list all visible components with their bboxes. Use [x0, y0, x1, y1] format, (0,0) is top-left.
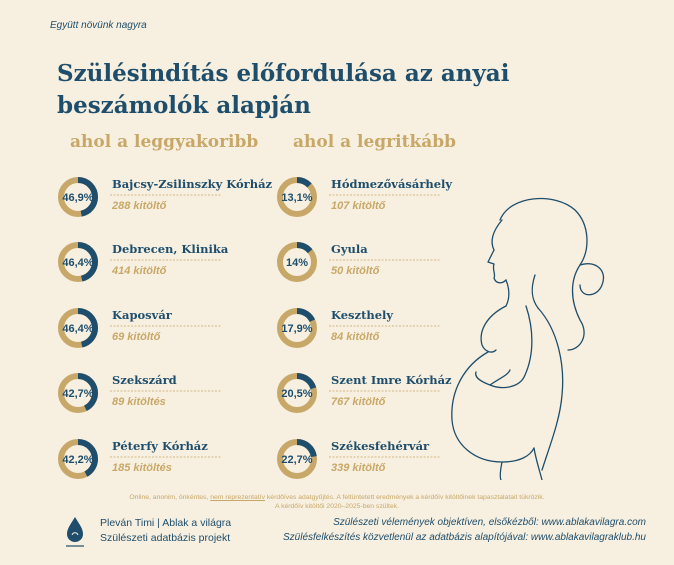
hospital-name: Keszthely [331, 308, 393, 322]
respondent-count: 107 kitöltő [331, 200, 386, 212]
donut-slice [58, 373, 98, 413]
column-heading-most-common: ahol a leggyakoribb [70, 132, 259, 152]
donut-percent-label: 14% [286, 257, 308, 269]
column-heading-least-common: ahol a legritkább [293, 132, 457, 152]
donut-item: 20,5% Szent Imre Kórház 767 kitöltő [277, 373, 452, 413]
donut-slice [58, 308, 98, 348]
donut-slice [58, 177, 98, 217]
donut-item: 42,2% Péterfy Kórház 185 kitöltés [58, 439, 222, 479]
donut-item: 13,1% Hódmezővásárhely 107 kitöltő [277, 177, 452, 217]
hospital-name: Székesfehérvár [331, 439, 430, 453]
respondent-count: 414 kitöltő [111, 265, 167, 277]
respondent-count: 89 kitöltés [112, 396, 166, 408]
methodology-note: Online, anonim, önkéntes, nem reprezenta… [0, 494, 674, 501]
tagline: Együtt növünk nagyra [50, 20, 147, 31]
donut-slice [58, 242, 98, 282]
donut-item: 42,7% Szekszárd 89 kitöltés [58, 373, 222, 413]
pregnant-woman-line-art [451, 197, 605, 480]
hospital-name: Szent Imre Kórház [331, 373, 452, 387]
hospital-name: Kaposvár [112, 308, 173, 322]
donut-percent-label: 46,9% [62, 192, 93, 204]
donut-percent-label: 13,1% [281, 192, 312, 204]
donut-item: 46,9% Bajcsy-Zsilinszky Kórház 288 kitöltő [58, 177, 273, 217]
note-text-underlined: nem reprezentatív [210, 494, 266, 501]
respondent-count: 767 kitöltő [331, 396, 386, 408]
donut-percent-label: 46,4% [62, 257, 93, 269]
donut-percent-label: 42,7% [62, 388, 93, 400]
donut-item: 17,9% Keszthely 84 kitöltő [277, 308, 441, 348]
donut-percent-label: 20,5% [281, 388, 312, 400]
credit-project: Szülészeti adatbázis projekt [100, 532, 231, 544]
respondent-count: 84 kitöltő [331, 331, 380, 343]
donut-slice [277, 373, 317, 413]
donut-slice [58, 439, 98, 479]
respondent-count: 185 kitöltés [112, 462, 172, 474]
donut-item: 46,4% Debrecen, Klinika 414 kitöltő [58, 242, 229, 282]
donut-item: 46,4% Kaposvár 69 kitöltő [58, 308, 222, 348]
respondent-count: 288 kitöltő [111, 200, 167, 212]
link-ablakavilagra[interactable]: Szülészeti vélemények objektíven, elsőké… [333, 517, 646, 528]
respondent-count: 339 kitöltő [331, 462, 386, 474]
donut-item: 14% Gyula 50 kitöltő [277, 242, 441, 282]
donut-slice [277, 242, 317, 282]
donut-percent-label: 42,2% [62, 454, 93, 466]
hospital-name: Szekszárd [112, 373, 177, 387]
donut-percent-label: 22,7% [281, 454, 312, 466]
hospital-name: Bajcsy-Zsilinszky Kórház [112, 177, 273, 191]
note-text-after: kérdőíves adatgyűjtés. A feltüntetett er… [266, 494, 545, 501]
donut-slice [277, 308, 317, 348]
link-ablakavilagraklub[interactable]: Szülésfelkészítés közvetlenül az adatbáz… [283, 532, 646, 543]
hospital-name: Debrecen, Klinika [112, 242, 229, 256]
page-title: Szülésindítás előfordulása az anyai besz… [57, 60, 510, 119]
hospital-name: Hódmezővásárhely [331, 177, 452, 191]
donut-slice [277, 439, 317, 479]
credit-author: Pleván Timi | Ablak a világra [100, 517, 232, 529]
donut-percent-label: 46,4% [62, 323, 93, 335]
note-text-before: Online, anonim, önkéntes, [129, 494, 209, 501]
respondent-count: 50 kitöltő [331, 265, 380, 277]
hospital-name: Péterfy Kórház [112, 439, 208, 453]
logo-drop-icon [66, 517, 84, 547]
donut-percent-label: 17,9% [281, 323, 312, 335]
hospital-name: Gyula [331, 242, 368, 256]
donut-item: 22,7% Székesfehérvár 339 kitöltő [277, 439, 441, 479]
respondent-count: 69 kitöltő [112, 331, 161, 343]
donut-slice [277, 177, 317, 217]
methodology-note-line2: A kérdőív kitöltői 2020–2025-ben szültek… [275, 503, 399, 510]
